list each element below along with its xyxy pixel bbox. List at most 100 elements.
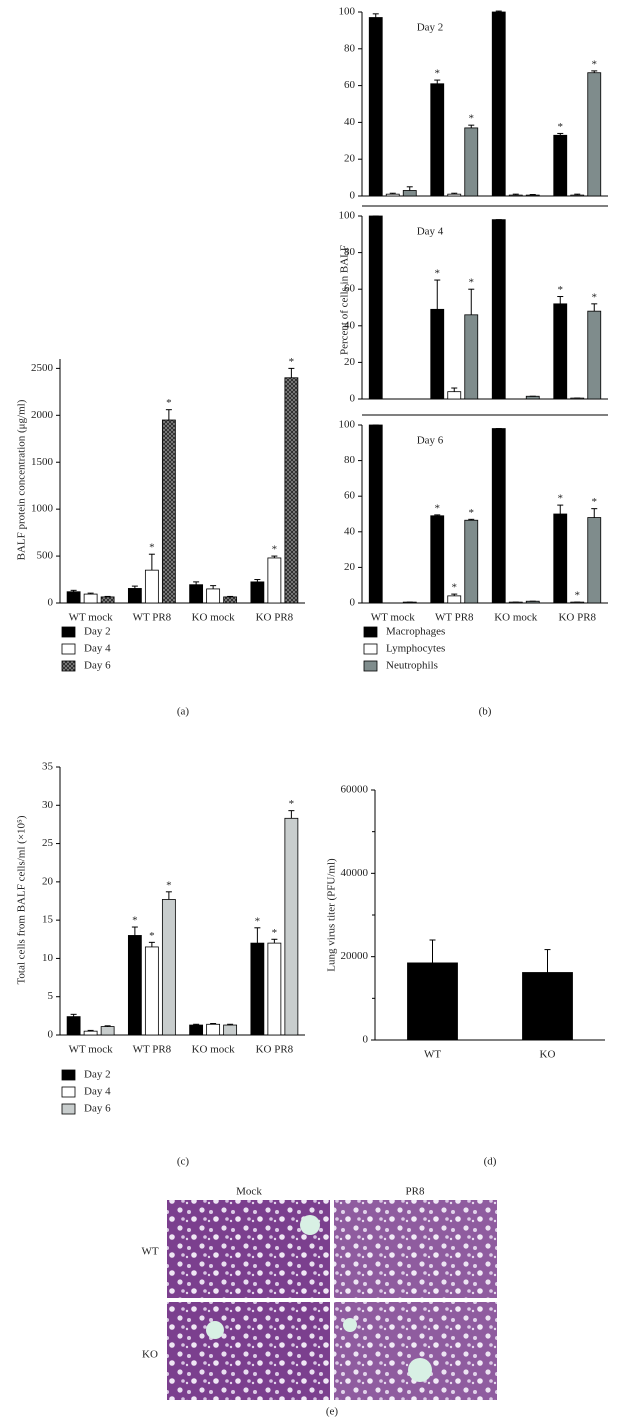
significance: * [469, 507, 475, 519]
bar [83, 1030, 98, 1036]
significance: * [575, 590, 581, 602]
significance: * [149, 930, 155, 942]
bar [587, 517, 602, 604]
x-tick-label: KO PR8 [256, 612, 294, 624]
panel-title: Day 2 [417, 22, 444, 34]
image-ko-mock [167, 1302, 330, 1400]
bar [250, 581, 265, 604]
histology: Mock PR8 WT KO (e) [141, 1186, 497, 1418]
bar [402, 190, 417, 197]
bar [553, 303, 568, 400]
y-axis-label: Lung virus titer (PFU/ml) [326, 858, 338, 972]
significance: * [592, 58, 598, 70]
legend-swatch [61, 643, 76, 655]
y-tick-label: 20 [42, 875, 54, 887]
row-label: KO [142, 1349, 158, 1361]
x-tick-label: WT [424, 1049, 441, 1061]
panel-label: (b) [479, 706, 492, 718]
column-label: Mock [236, 1186, 262, 1198]
bar [508, 194, 523, 197]
bar [144, 569, 159, 604]
y-tick-label: 60 [344, 283, 356, 295]
bar [267, 942, 282, 1036]
y-tick-label: 100 [339, 6, 356, 18]
bar [385, 193, 400, 197]
y-tick-label: 20000 [341, 950, 369, 962]
legend-swatch [363, 660, 378, 672]
y-tick-label: 35 [42, 761, 54, 773]
y-tick-label: 40 [344, 116, 356, 128]
bar [100, 596, 115, 604]
y-tick-label: 80 [344, 454, 356, 466]
bar [267, 557, 282, 604]
y-tick-label: 0 [363, 1034, 369, 1046]
x-tick-label: KO mock [192, 612, 236, 624]
image-wt-mock [167, 1200, 330, 1298]
x-tick-label: WT PR8 [133, 1044, 172, 1056]
bar [587, 72, 602, 197]
x-tick-label: KO PR8 [558, 612, 596, 624]
bar [144, 946, 159, 1036]
x-tick-label: WT mock [371, 612, 416, 624]
significance: * [289, 356, 295, 368]
y-tick-label: 0 [350, 393, 356, 405]
bar [491, 428, 506, 604]
bar [83, 593, 98, 604]
legend-label: Day 4 [84, 643, 111, 655]
legend-label: Day 4 [84, 1086, 111, 1098]
panel-title: Day 4 [417, 226, 444, 238]
legend-swatch [61, 1086, 76, 1098]
y-tick-label: 0 [48, 597, 54, 609]
bar [206, 1023, 221, 1036]
bar [368, 215, 383, 400]
legend-swatch [363, 643, 378, 655]
legend-label: Lymphocytes [386, 643, 445, 655]
panel-label: (e) [326, 1406, 339, 1418]
bar [587, 310, 602, 400]
legend-label: Neutrophils [386, 660, 438, 672]
significance: * [289, 798, 295, 810]
bar [522, 972, 573, 1041]
legend-label: Day 2 [84, 626, 111, 638]
significance: * [558, 121, 564, 133]
y-tick-label: 0 [48, 1029, 54, 1041]
significance: * [558, 284, 564, 296]
bar [223, 1024, 238, 1036]
bar [100, 1026, 115, 1036]
airway [300, 1215, 320, 1235]
significance: * [469, 113, 475, 125]
panel-title: Day 6 [417, 435, 444, 447]
bar [250, 942, 265, 1036]
bar [368, 424, 383, 604]
image-ko-pr8 [334, 1302, 497, 1400]
bar [284, 377, 299, 604]
bar [447, 391, 462, 400]
significance: * [132, 915, 138, 927]
y-tick-label: 15 [42, 914, 54, 926]
significance: * [558, 493, 564, 505]
y-tick-label: 1000 [31, 503, 54, 515]
row-label: WT [141, 1246, 158, 1258]
legend-swatch [61, 660, 76, 672]
panel-label: (c) [177, 1156, 190, 1168]
airway [408, 1358, 432, 1382]
airway [206, 1321, 224, 1339]
y-tick-label: 10 [42, 952, 54, 964]
y-tick-label: 40 [344, 319, 356, 331]
x-tick-label: KO PR8 [256, 1044, 294, 1056]
x-tick-label: WT mock [69, 612, 114, 624]
bar [447, 595, 462, 604]
legend-label: Day 2 [84, 1069, 111, 1081]
bar [430, 515, 445, 604]
legend-label: Day 6 [84, 1103, 111, 1115]
x-tick-label: KO mock [494, 612, 538, 624]
bar [525, 194, 540, 197]
significance: * [149, 542, 155, 554]
legend-label: Macrophages [386, 626, 445, 638]
bar [430, 83, 445, 197]
bar [553, 513, 568, 604]
bar [464, 127, 479, 197]
significance: * [166, 397, 172, 409]
significance: * [435, 268, 441, 280]
